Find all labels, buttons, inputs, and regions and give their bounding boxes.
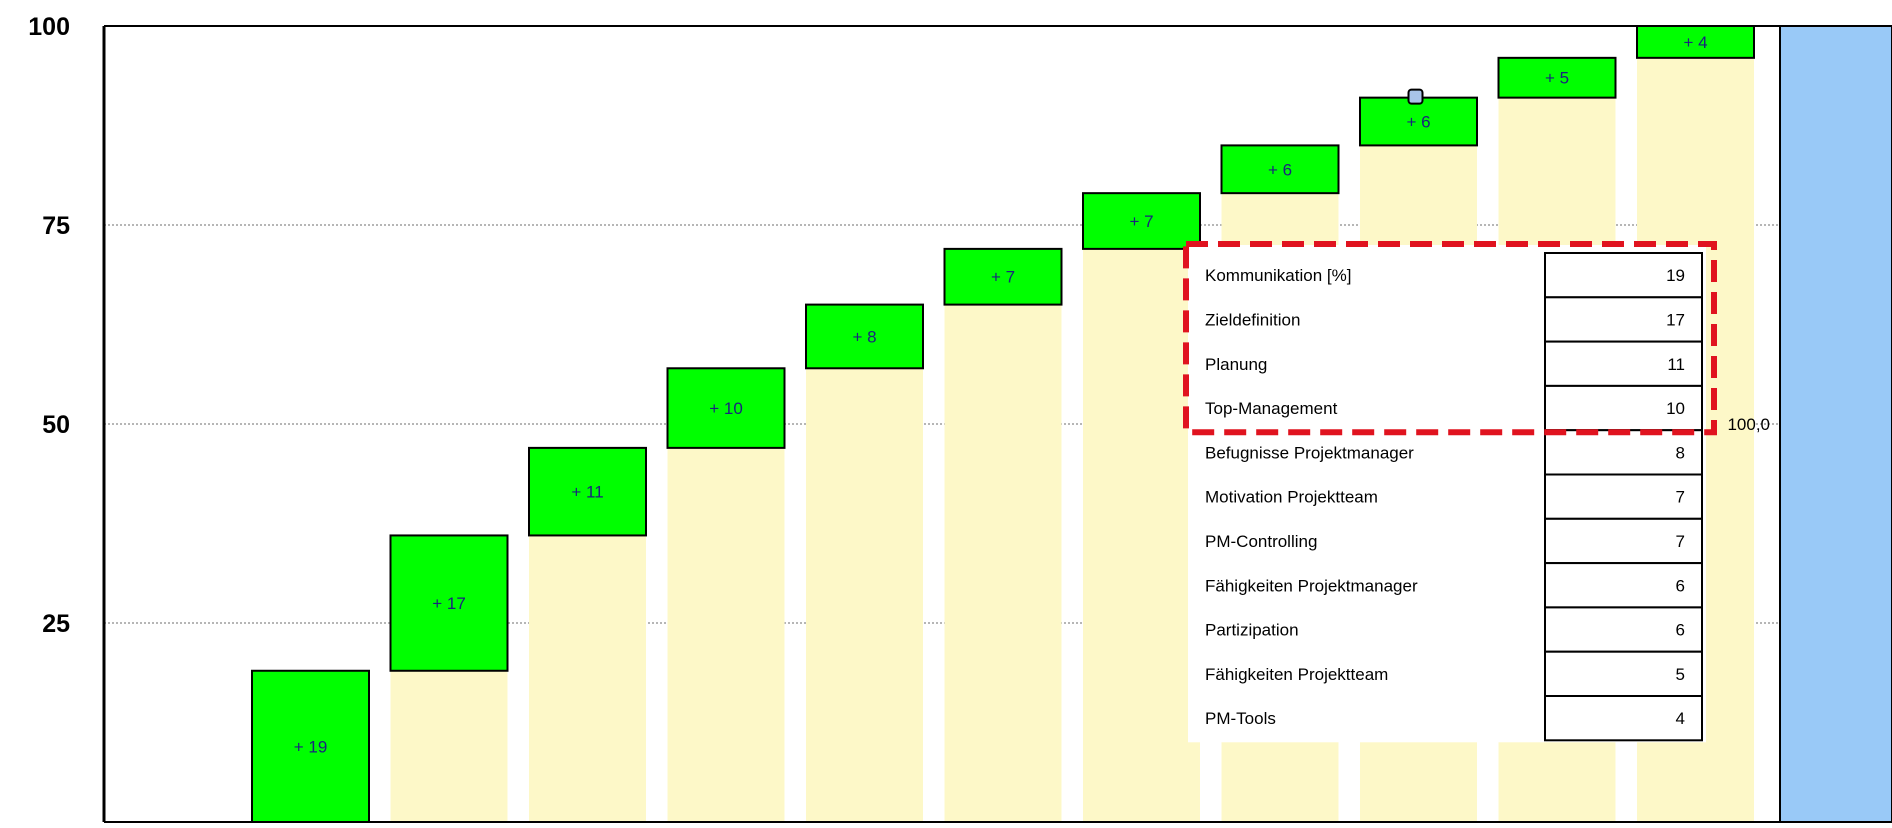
increment-bar	[251, 669, 370, 824]
legend-value-label: 11	[1667, 355, 1685, 374]
base-bar	[529, 535, 646, 822]
bar-data-label: + 6	[1406, 113, 1430, 132]
highlight-box	[1183, 241, 1717, 436]
legend-value-label: 17	[1666, 310, 1685, 329]
base-bar	[667, 447, 785, 822]
legend-value-label: 8	[1676, 443, 1685, 462]
legend-value-cell	[1544, 473, 1703, 520]
increment-bar	[666, 367, 786, 449]
selection-marker	[1407, 88, 1424, 105]
legend-category-label: Fähigkeiten Projektteam	[1205, 665, 1388, 684]
increment-bar	[805, 303, 924, 370]
bar-data-label: + 7	[991, 268, 1015, 287]
base-bar	[944, 304, 1062, 823]
y-tick-label: 25	[42, 610, 70, 638]
legend-value-cell	[1544, 429, 1703, 476]
y-axis-ticks: 100 75 50 25	[28, 13, 70, 638]
legend-category-label: Befugnisse Projektmanager	[1205, 443, 1414, 462]
legend-value-label: 4	[1676, 709, 1685, 728]
legend-table: Kommunikation [%] 19 Zieldefinition 17 Planu…	[1183, 241, 1717, 743]
bar-data-label: + 17	[432, 594, 466, 613]
increment-bar	[528, 446, 647, 537]
legend-category-label: Kommunikation [%]	[1205, 266, 1351, 285]
total-data-label: 100,0	[1727, 415, 1770, 434]
legend-category-label: Top-Management	[1205, 399, 1338, 418]
base-bar	[806, 368, 923, 822]
increment-bar	[1082, 192, 1201, 250]
y-tick-label: 50	[42, 411, 70, 439]
y-tick-label: 75	[42, 212, 70, 240]
bar-data-label: + 10	[709, 399, 743, 418]
bar-data-label: + 19	[294, 737, 328, 756]
bar-data-label: + 6	[1268, 160, 1292, 179]
total-bar	[1779, 25, 1892, 823]
legend-value-cell	[1544, 695, 1703, 742]
legend-value-label: 7	[1676, 532, 1685, 551]
legend-category-label: Motivation Projektteam	[1205, 488, 1378, 507]
bar-data-label: + 5	[1545, 69, 1569, 88]
legend-value-cell	[1544, 650, 1703, 698]
axes	[102, 25, 1892, 823]
legend-value-label: 6	[1676, 621, 1685, 640]
legend-value-cell	[1544, 384, 1703, 432]
legend-category-label: PM-Controlling	[1205, 532, 1317, 551]
markers	[1407, 88, 1424, 105]
legend-category-label: Planung	[1205, 355, 1267, 374]
increment-bar	[1220, 144, 1340, 195]
total-bar-group: 100,0	[1727, 25, 1892, 823]
legend-value-label: 10	[1666, 399, 1685, 418]
legend-value-cell	[1544, 252, 1703, 299]
bar-data-label: + 7	[1129, 212, 1153, 231]
legend-category-label: Zieldefinition	[1205, 310, 1300, 329]
bar-data-label: + 4	[1683, 33, 1707, 52]
legend-value-label: 6	[1676, 576, 1685, 595]
increment-bar	[389, 534, 509, 672]
bar-data-label: + 8	[852, 327, 876, 346]
legend-value-label: 7	[1676, 488, 1685, 507]
base-bar	[1083, 248, 1200, 822]
legend-category-label: Partizipation	[1205, 621, 1299, 640]
legend-category-label: Fähigkeiten Projektmanager	[1205, 576, 1418, 595]
bar-data-label: + 11	[571, 483, 603, 502]
increment-bar	[1359, 96, 1478, 147]
increment-bar	[943, 247, 1063, 306]
increment-bar	[1636, 25, 1755, 59]
legend-category-label: PM-Tools	[1205, 709, 1276, 728]
legend-value-label: 19	[1666, 266, 1685, 285]
increment-bar	[1497, 56, 1617, 99]
legend-value-label: 5	[1676, 665, 1685, 684]
base-bar	[390, 670, 508, 822]
y-tick-label: 100	[28, 13, 70, 41]
